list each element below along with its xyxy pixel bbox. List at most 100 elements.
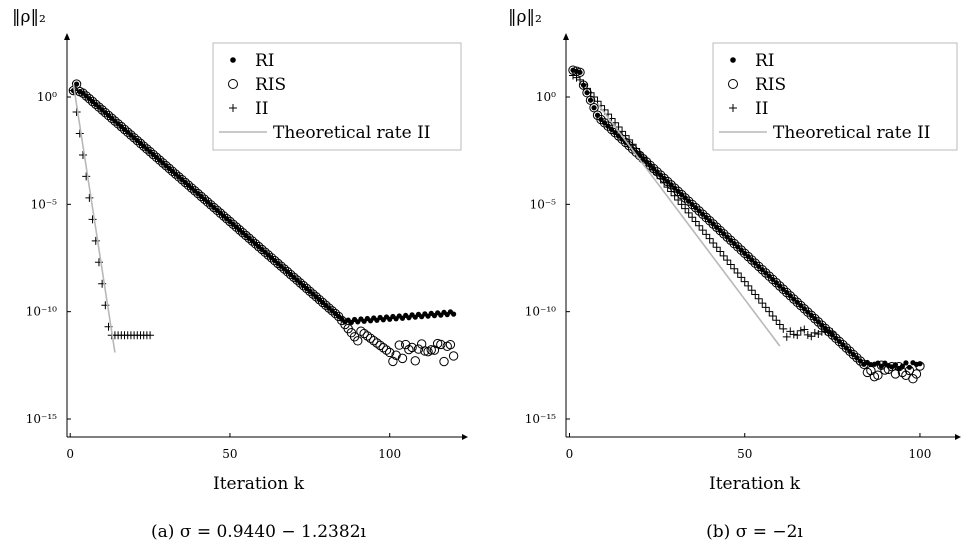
data-point-ii — [705, 234, 714, 243]
x-axis-label: Iteration k — [709, 474, 801, 494]
data-point-ii — [576, 75, 585, 84]
data-point-ris — [301, 283, 312, 294]
data-point-ris — [285, 269, 296, 280]
x-tick-label: 0 — [66, 447, 74, 461]
data-point-ris — [250, 239, 261, 249]
data-point-ris — [186, 183, 197, 193]
data-point-ii — [740, 277, 749, 286]
data-point-ris — [164, 163, 174, 174]
data-point-ris — [154, 155, 165, 165]
data-point-ii — [793, 331, 802, 340]
data-point-ris — [241, 230, 251, 241]
legend-marker-dot — [230, 57, 236, 63]
data-point-ii — [744, 281, 753, 290]
legend: RI RIS II Theoretical rate II — [712, 42, 958, 151]
data-point-ris — [855, 356, 866, 366]
data-point-ris — [298, 280, 309, 291]
data-point-ii — [737, 273, 746, 282]
data-point-ii — [747, 286, 756, 295]
data-point-ii — [586, 88, 595, 97]
data-point-ris — [228, 219, 238, 229]
data-point-ris — [190, 186, 200, 196]
data-point-ris — [148, 149, 158, 160]
data-point-ii — [719, 251, 728, 260]
y-tick-label: 10⁻¹⁰ — [26, 305, 57, 319]
data-point-ris — [848, 349, 859, 360]
data-point-ii — [590, 93, 599, 101]
data-point-ris — [257, 244, 267, 255]
data-point-ii — [639, 153, 648, 162]
data-point-ii — [702, 230, 711, 239]
theoretical-rate-line — [596, 102, 781, 347]
legend-label: RI — [255, 51, 275, 71]
data-point-ris — [129, 133, 139, 143]
data-point-ris — [372, 338, 382, 348]
data-point-ris — [754, 261, 764, 272]
data-point-ris — [789, 294, 799, 304]
data-point-ri — [679, 192, 685, 198]
data-point-ris — [381, 345, 392, 355]
x-axis-arrow — [955, 434, 961, 440]
data-point-ris — [404, 344, 414, 355]
chart-panel-b: 0 50 100 10⁰ 10⁻⁵ 10⁻¹⁰ 10⁻¹⁵ ‖ρ‖₂ Iteration k (b… — [508, 7, 961, 542]
data-point-ris — [167, 166, 178, 176]
data-point-ri — [745, 254, 751, 260]
data-point-ris — [719, 229, 729, 239]
data-point-ri — [780, 286, 786, 292]
data-point-ris — [330, 308, 341, 319]
data-point-ri — [808, 312, 814, 318]
data-point-ri — [801, 306, 807, 312]
data-point-ris — [841, 343, 852, 353]
data-point-ii — [782, 332, 791, 341]
data-point-ris — [694, 206, 704, 216]
data-point-ris — [183, 180, 194, 190]
series-ii — [569, 71, 837, 341]
data-point-ris — [420, 346, 430, 356]
data-point-ris — [806, 310, 817, 321]
x-tick-label: 100 — [909, 447, 932, 461]
data-point-ris — [225, 216, 235, 227]
data-point-ris — [697, 209, 708, 219]
legend-item: Theoretical rate II — [719, 123, 931, 143]
data-point-ris — [711, 222, 722, 232]
data-point-ri — [608, 126, 615, 132]
data-point-ri — [700, 211, 706, 217]
data-point-ri — [773, 280, 779, 286]
data-point-ii — [723, 256, 732, 265]
data-point-ii — [583, 84, 592, 93]
data-point-ris — [813, 317, 824, 327]
data-point-ris — [445, 339, 456, 350]
data-point-ris — [247, 236, 258, 246]
legend-label: RIS — [755, 75, 786, 95]
data-point-ii — [817, 327, 826, 336]
data-point-ris — [292, 275, 302, 285]
data-point-ri — [738, 247, 744, 253]
data-point-ri — [73, 81, 80, 87]
data-point-ri — [854, 355, 860, 361]
data-point-ri — [601, 120, 608, 126]
data-point-ris — [116, 121, 127, 132]
data-point-ii — [688, 213, 697, 222]
legend-item: RIS — [228, 75, 286, 95]
legend-item: RI — [730, 51, 775, 71]
data-point-ris — [876, 360, 887, 370]
series-ri — [570, 67, 923, 371]
data-point-ris — [199, 194, 210, 204]
data-point-ri — [731, 240, 737, 247]
data-point-ii — [572, 73, 581, 82]
data-point-ii — [653, 170, 662, 179]
data-point-ri — [682, 195, 688, 201]
data-point-ri — [819, 322, 825, 328]
data-point-ris — [81, 91, 91, 101]
data-point-ris — [831, 333, 841, 343]
legend-item: II — [729, 99, 768, 119]
data-point-ris — [273, 258, 283, 269]
data-point-ri — [833, 335, 839, 341]
data-point-ris — [170, 169, 181, 179]
data-point-ris — [785, 291, 795, 301]
data-point-ii — [628, 140, 637, 149]
data-point-ris — [873, 370, 883, 380]
y-tick-label: 10⁻⁵ — [530, 197, 557, 211]
data-point-ri — [707, 218, 713, 224]
